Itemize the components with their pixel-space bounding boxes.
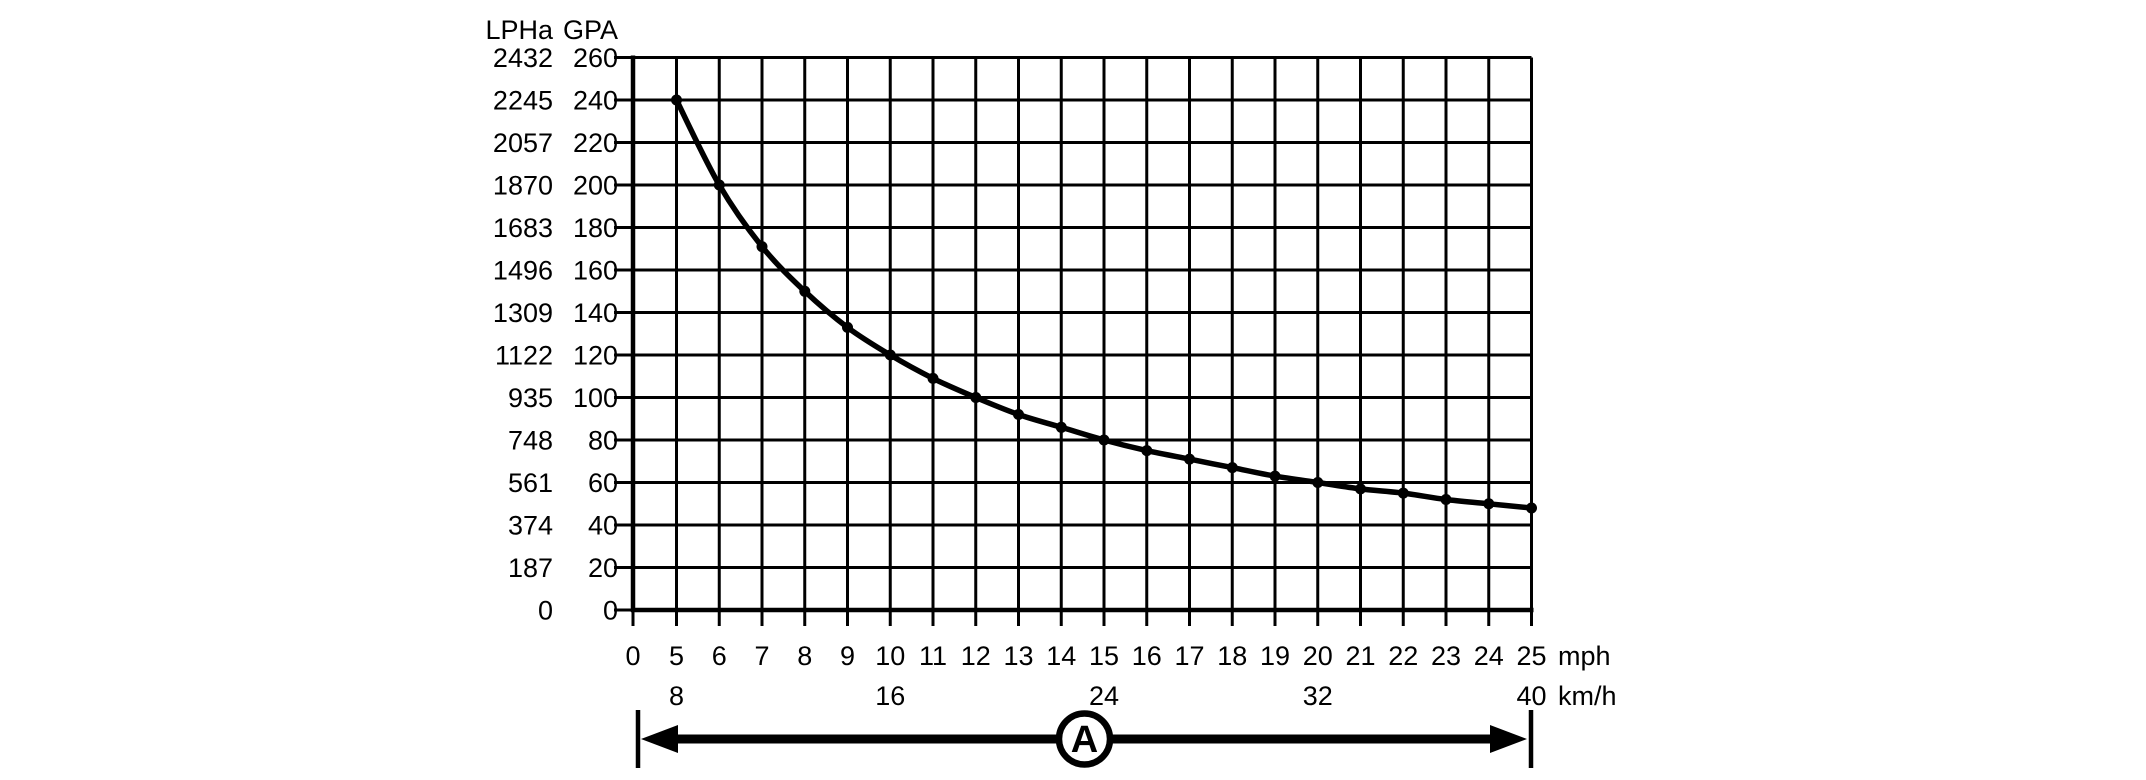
x-tick-label-kmh: 16: [875, 681, 905, 711]
x-tick-label-mph: 23: [1431, 641, 1461, 671]
x-tick-label-mph: 12: [961, 641, 991, 671]
y-tick-label-lpha: 2245: [493, 86, 553, 116]
data-point-marker: [756, 241, 768, 253]
data-point-marker: [842, 321, 853, 333]
y-tick-label-gpa: 220: [573, 128, 618, 158]
data-point-marker: [1440, 494, 1452, 505]
x-tick-label-kmh: 40: [1516, 681, 1546, 711]
y-axis-right-scale-header: GPA: [563, 15, 618, 45]
y-tick-label-lpha: 748: [508, 426, 553, 456]
y-tick-label-gpa: 140: [573, 298, 618, 328]
y-tick-label-lpha: 2057: [493, 128, 553, 158]
callout-letter: A: [1071, 719, 1098, 761]
x-tick-label-mph: 0: [625, 641, 640, 671]
rate-curve-series: [671, 94, 1537, 514]
x-tick-label-mph: 11: [919, 641, 947, 671]
x-tick-label-mph: 20: [1303, 641, 1333, 671]
y-tick-label-lpha: 1122: [495, 341, 553, 371]
y-tick-label-lpha: 374: [508, 511, 553, 541]
x-tick-label-mph: 10: [875, 641, 905, 671]
x-tick-label-mph: 5: [669, 641, 684, 671]
data-point-marker: [927, 372, 939, 384]
y-tick-label-gpa: 100: [573, 383, 618, 413]
x-tick-label-mph: 19: [1260, 641, 1290, 671]
y-tick-label-gpa: 180: [573, 213, 618, 243]
y-tick-label-lpha: 1496: [493, 256, 553, 286]
x-tick-label-mph: 21: [1345, 641, 1375, 671]
data-point-marker: [1055, 421, 1067, 433]
y-tick-label-lpha: 2432: [493, 43, 553, 73]
axes: [630, 55, 1534, 613]
y-tick-label-lpha: 0: [538, 596, 553, 626]
grid: [633, 56, 1533, 610]
x-tick-label-mph: 9: [840, 641, 855, 671]
y-tick-label-gpa: 40: [588, 511, 618, 541]
x-tick-label-kmh: 32: [1303, 681, 1333, 711]
data-point-marker: [1397, 487, 1409, 499]
y-tick-label-gpa: 0: [603, 596, 618, 626]
y-tick-label-gpa: 120: [573, 341, 618, 371]
x-tick-label-mph: 16: [1132, 641, 1162, 671]
y-tick-label-lpha: 187: [508, 553, 553, 583]
y-tick-label-lpha: 561: [508, 468, 553, 498]
tick-marks: [614, 56, 1533, 626]
x-tick-label-mph: 18: [1217, 641, 1247, 671]
x-tick-label-mph: 25: [1516, 641, 1546, 671]
x-axis-labels: 0 5 6 7 8 9 10 11 12 13 14 15 16 17 18 19 20 21 22 23 24 25 mp…: [625, 641, 1616, 711]
y-tick-label-gpa: 80: [588, 426, 618, 456]
x-tick-label-mph: 24: [1474, 641, 1504, 671]
x-tick-label-mph: 8: [797, 641, 812, 671]
data-point-marker: [1141, 445, 1153, 457]
y-tick-label-gpa: 20: [588, 553, 618, 583]
arrow-head-left: [641, 725, 678, 753]
data-point-marker: [1226, 462, 1238, 474]
data-point-marker: [1098, 434, 1110, 446]
x-tick-label-kmh: 24: [1089, 681, 1119, 711]
data-point-marker: [799, 285, 811, 297]
x-tick-label-mph: 14: [1046, 641, 1076, 671]
data-point-marker: [1483, 498, 1495, 510]
y-tick-label-lpha: 1683: [493, 213, 553, 243]
x-tick-label-mph: 15: [1089, 641, 1119, 671]
y-tick-label-lpha: 935: [508, 383, 553, 413]
x-tick-label-mph: 7: [754, 641, 769, 671]
y-axis-left-scale-header: LPHa: [485, 15, 554, 45]
x-tick-label-mph: 6: [712, 641, 727, 671]
data-point-marker: [1312, 477, 1324, 488]
y-tick-label-gpa: 240: [573, 86, 618, 116]
speed-range-annotation: A: [635, 710, 1534, 768]
data-point-marker: [1526, 502, 1537, 514]
y-tick-label-lpha: 1870: [493, 171, 553, 201]
x-tick-label-mph: 13: [1003, 641, 1033, 671]
data-point-marker: [884, 349, 896, 361]
callout-circle: [1055, 710, 1114, 768]
x-axis-secondary-unit: km/h: [1558, 681, 1617, 711]
x-tick-label-mph: 22: [1388, 641, 1418, 671]
data-point-marker: [671, 94, 682, 106]
x-tick-label-mph: 17: [1174, 641, 1204, 671]
x-axis-primary-unit: mph: [1558, 641, 1611, 671]
y-tick-label-gpa: 200: [573, 171, 618, 201]
y-tick-label-gpa: 160: [573, 256, 618, 286]
data-point-marker: [1184, 453, 1195, 465]
data-point-marker: [1013, 409, 1024, 420]
data-point-marker: [1355, 483, 1366, 495]
arrow-head-right: [1490, 725, 1527, 753]
y-tick-label-gpa: 260: [573, 43, 618, 73]
y-tick-label-lpha: 1309: [493, 298, 553, 328]
x-tick-label-kmh: 8: [669, 681, 684, 711]
data-point-marker: [970, 392, 982, 403]
data-point-marker: [1269, 470, 1281, 482]
data-point-marker: [713, 179, 725, 191]
y-tick-label-gpa: 60: [588, 468, 618, 498]
